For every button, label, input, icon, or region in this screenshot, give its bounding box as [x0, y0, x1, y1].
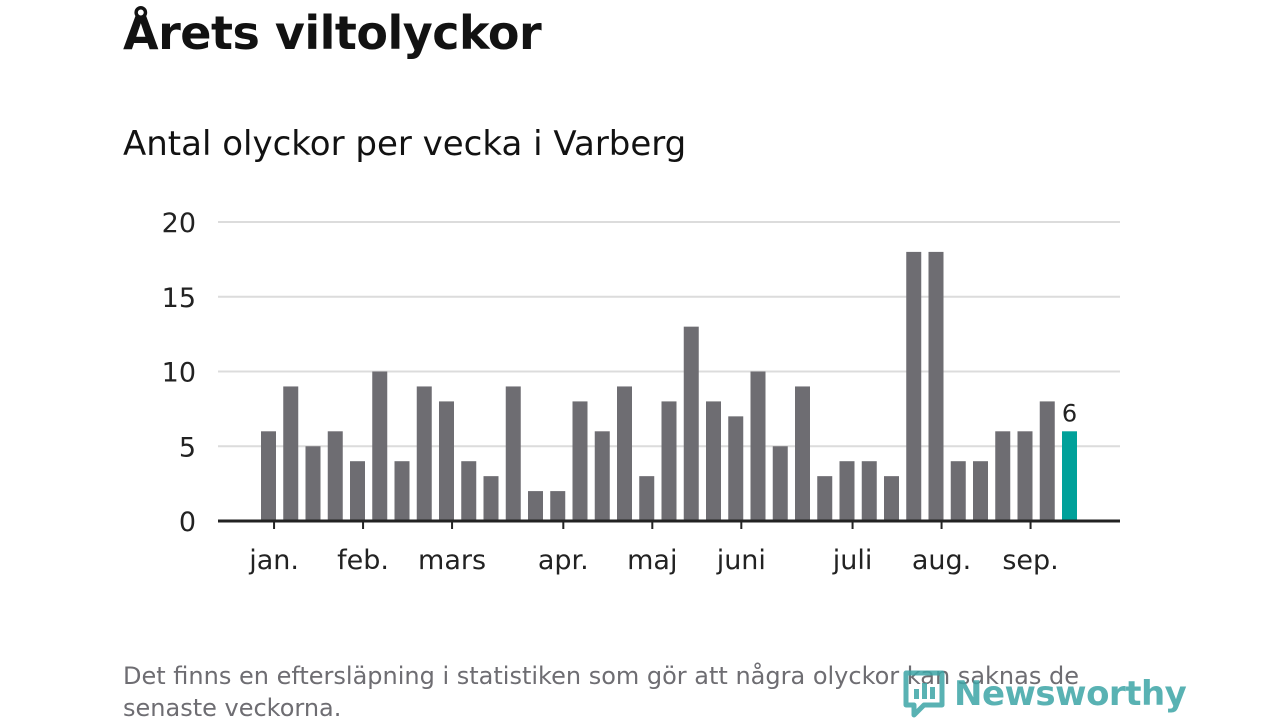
bar: [639, 476, 655, 521]
bar: [261, 431, 276, 521]
y-tick-label: 15: [162, 283, 196, 314]
bar: [661, 401, 677, 521]
bar: [439, 401, 454, 521]
x-tick-label: juli: [832, 545, 873, 576]
newsworthy-logo: Newsworthy: [902, 666, 1187, 720]
bar: [772, 446, 788, 521]
bar: [817, 476, 833, 521]
chart-subtitle: Antal olyckor per vecka i Varberg: [123, 124, 687, 164]
x-tick-label: feb.: [337, 545, 389, 576]
bar: [572, 401, 588, 521]
bar: [728, 416, 744, 521]
x-tick-label: maj: [627, 545, 677, 576]
bar-current-week: [1062, 431, 1077, 521]
bar: [683, 326, 699, 521]
bar: [283, 386, 299, 521]
chart-title: Årets viltolyckor: [123, 6, 542, 60]
data-label: 6: [1062, 399, 1077, 427]
bar-chart: 0 5 10 15 20 6 jan. feb. mars apr. maj juni juli aug.…: [162, 208, 1120, 576]
x-tick-label: jan.: [248, 545, 299, 576]
bar: [350, 461, 365, 521]
x-tick-label: mars: [418, 545, 486, 576]
bar: [305, 446, 321, 521]
bar: [750, 371, 766, 521]
bar: [505, 386, 521, 521]
bar: [461, 461, 477, 521]
bar: [1039, 401, 1055, 521]
x-tick-label: aug.: [912, 545, 971, 576]
bar: [973, 461, 988, 521]
y-tick-label: 0: [179, 507, 196, 538]
x-tick-label: apr.: [538, 545, 589, 576]
bar: [550, 491, 566, 521]
bar: [706, 401, 721, 521]
bar: [839, 461, 855, 521]
y-tick-label: 20: [162, 208, 196, 239]
bar: [416, 386, 432, 521]
bar: [394, 461, 410, 521]
bar: [950, 461, 966, 521]
bar: [483, 476, 499, 521]
bar: [795, 386, 810, 521]
newsworthy-logo-icon: [903, 670, 945, 718]
bar: [327, 431, 343, 521]
x-tick-label: sep.: [1002, 545, 1058, 576]
bar: [995, 431, 1011, 521]
y-tick-label: 10: [162, 358, 196, 389]
footnote: Det finns en eftersläpning i statistiken…: [123, 662, 1079, 720]
x-tick-label: juni: [716, 545, 766, 576]
logo-text: Newsworthy: [954, 674, 1187, 714]
bar: [372, 371, 388, 521]
bar: [594, 431, 610, 521]
bar: [928, 251, 944, 521]
bar: [884, 476, 899, 521]
bar: [861, 461, 877, 521]
bar: [528, 491, 543, 521]
bar: [1017, 431, 1033, 521]
bar: [617, 386, 632, 521]
y-tick-label: 5: [179, 432, 196, 463]
bar: [906, 251, 922, 521]
